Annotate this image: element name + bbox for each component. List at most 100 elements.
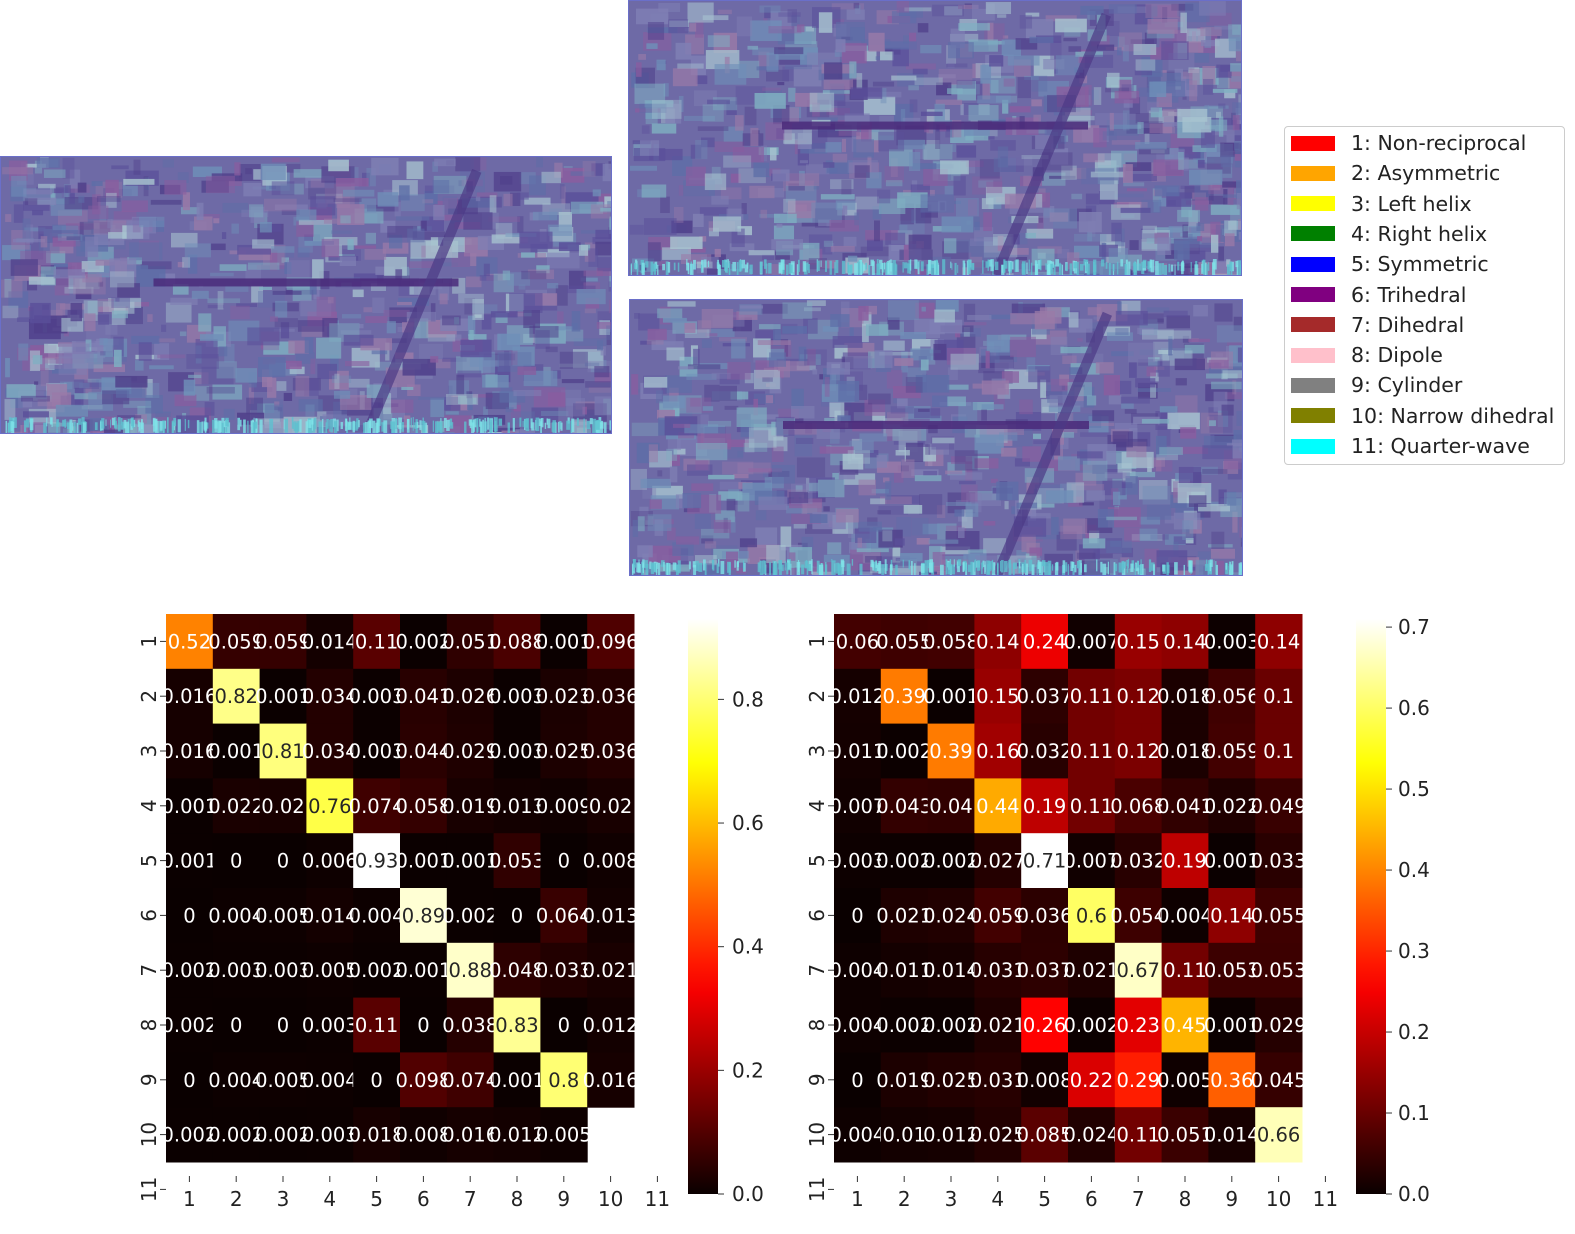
heatmap-cell [306, 778, 354, 834]
cell-value-label: 0.021 [876, 904, 932, 927]
cell-value-label: 0.11 [1070, 685, 1113, 708]
x-tick-label: 10 [1266, 1187, 1291, 1211]
cell-value-label: 0 [230, 1014, 242, 1037]
cell-value-label: 0.004 [208, 1069, 264, 1092]
legend-item: 7: Dihedral [1291, 310, 1464, 340]
cell-value-label: 0.085 [1017, 1124, 1073, 1147]
cell-value-label: 0.032 [1017, 740, 1073, 763]
heatmap-cell [259, 668, 307, 725]
cell-value-label: 0.001 [161, 850, 217, 873]
heatmap-cell [1021, 888, 1069, 944]
x-tick-label: 7 [1132, 1187, 1145, 1211]
cell-value-label: 0.008 [1017, 1069, 1073, 1092]
legend-swatch [1291, 287, 1335, 302]
heatmap-cell [1021, 942, 1069, 999]
legend-swatch [1291, 317, 1335, 333]
heatmap-cell [834, 614, 882, 670]
cell-value-label: 0.014 [1204, 1124, 1260, 1147]
colorbar-tick-label: 0.1 [1398, 1101, 1430, 1125]
heatmap-cell [353, 942, 401, 999]
cell-value-label: 0.021 [1063, 959, 1119, 982]
heatmap-cell [1161, 668, 1209, 725]
cell-value-label: 0.012 [489, 1124, 545, 1147]
y-tick-label: 2 [137, 690, 161, 703]
heatmap-cell [927, 1107, 975, 1163]
cell-value-label: 0.059 [255, 630, 311, 653]
heatmap-cell [1068, 614, 1116, 670]
cell-value-label: 0.19 [1023, 795, 1066, 818]
heatmap-cell [259, 1052, 307, 1108]
cell-value-label: 0.01 [882, 1124, 925, 1147]
confusion-matrix-heatmaps: 0.520.0590.0590.0140.110.0020.0510.0880.… [137, 614, 1430, 1211]
cell-value-label: 0.67 [1116, 959, 1159, 982]
cell-value-label: 0.29 [1116, 1069, 1159, 1092]
heatmap-cell [259, 614, 307, 670]
cell-value-label: 0.004 [1157, 904, 1213, 927]
heatmap-cell [880, 614, 929, 670]
legend-item: 1: Non-reciprocal [1291, 128, 1526, 158]
heatmap-cell [166, 1107, 214, 1163]
colorbar [1356, 619, 1386, 1194]
y-tick-label: 10 [805, 1122, 829, 1147]
cell-value-label: 0.004 [829, 959, 885, 982]
heatmap-cell [834, 888, 882, 944]
heatmap-cell [927, 942, 975, 999]
heatmap-cell [1021, 1052, 1069, 1108]
cell-value-label: 0.81 [261, 740, 304, 763]
colorbar-tick-label: 0.8 [732, 687, 764, 711]
heatmap-cell [540, 942, 588, 999]
heatmap-cell [1021, 833, 1069, 889]
cell-value-label: 0.003 [489, 685, 545, 708]
cell-value-label: 0.022 [1204, 795, 1260, 818]
cell-value-label: 0.059 [1204, 740, 1260, 763]
heatmap-cell [400, 942, 448, 999]
heatmap-cell [306, 668, 354, 725]
cell-value-label: 0.002 [876, 740, 932, 763]
heatmap-cell [306, 1107, 354, 1163]
heatmap-cell [493, 833, 541, 889]
cell-value-label: 0 [277, 850, 289, 873]
cell-value-label: 0.007 [829, 795, 885, 818]
cell-value-label: 0.002 [923, 850, 979, 873]
heatmap-cell [446, 723, 495, 779]
heatmap-cell [587, 723, 635, 779]
heatmap-cell [1161, 614, 1209, 670]
cell-value-label: 0.041 [1157, 795, 1213, 818]
cell-value-label: 0.002 [876, 850, 932, 873]
cell-value-label: 0 [183, 1069, 195, 1092]
cell-value-label: 0.001 [1204, 850, 1260, 873]
heatmap-cell [1068, 888, 1116, 944]
cell-value-label: 0.88 [448, 959, 491, 982]
y-tick-label: 3 [137, 745, 161, 758]
heatmap-cell [212, 1052, 261, 1108]
y-tick-label: 8 [137, 1019, 161, 1032]
heatmap-cell [880, 833, 929, 889]
cell-value-label: 0.002 [1063, 1014, 1119, 1037]
heatmap-cell [1255, 723, 1303, 779]
legend-item: 8: Dipole [1291, 340, 1443, 370]
cell-value-label: 0.003 [829, 850, 885, 873]
heatmap-cell [1255, 888, 1303, 944]
cell-value-label: 0.15 [976, 685, 1019, 708]
cell-value-label: 0.038 [442, 1014, 498, 1037]
heatmap-cell [834, 833, 882, 889]
heatmap-cell [1208, 942, 1256, 999]
heatmap-cell [166, 668, 214, 725]
heatmap-cell [212, 723, 261, 779]
legend-swatch [1291, 135, 1335, 151]
x-tick-label: 1 [183, 1187, 196, 1211]
heatmap-cell [1255, 778, 1303, 834]
heatmap-cell [259, 997, 307, 1053]
heatmap-cell [493, 1107, 541, 1163]
legend-item: 4: Right helix [1291, 219, 1487, 249]
heatmap-cell [400, 833, 448, 889]
cell-value-label: 0.003 [349, 685, 405, 708]
heatmap-cell [212, 668, 261, 725]
cell-value-label: 0.11 [355, 1014, 398, 1037]
heatmap-cell [1068, 778, 1116, 834]
heatmap-cell [353, 778, 401, 834]
cell-value-label: 0.003 [349, 740, 405, 763]
cell-value-label: 0.003 [208, 959, 264, 982]
heatmap-cell [1255, 833, 1303, 889]
